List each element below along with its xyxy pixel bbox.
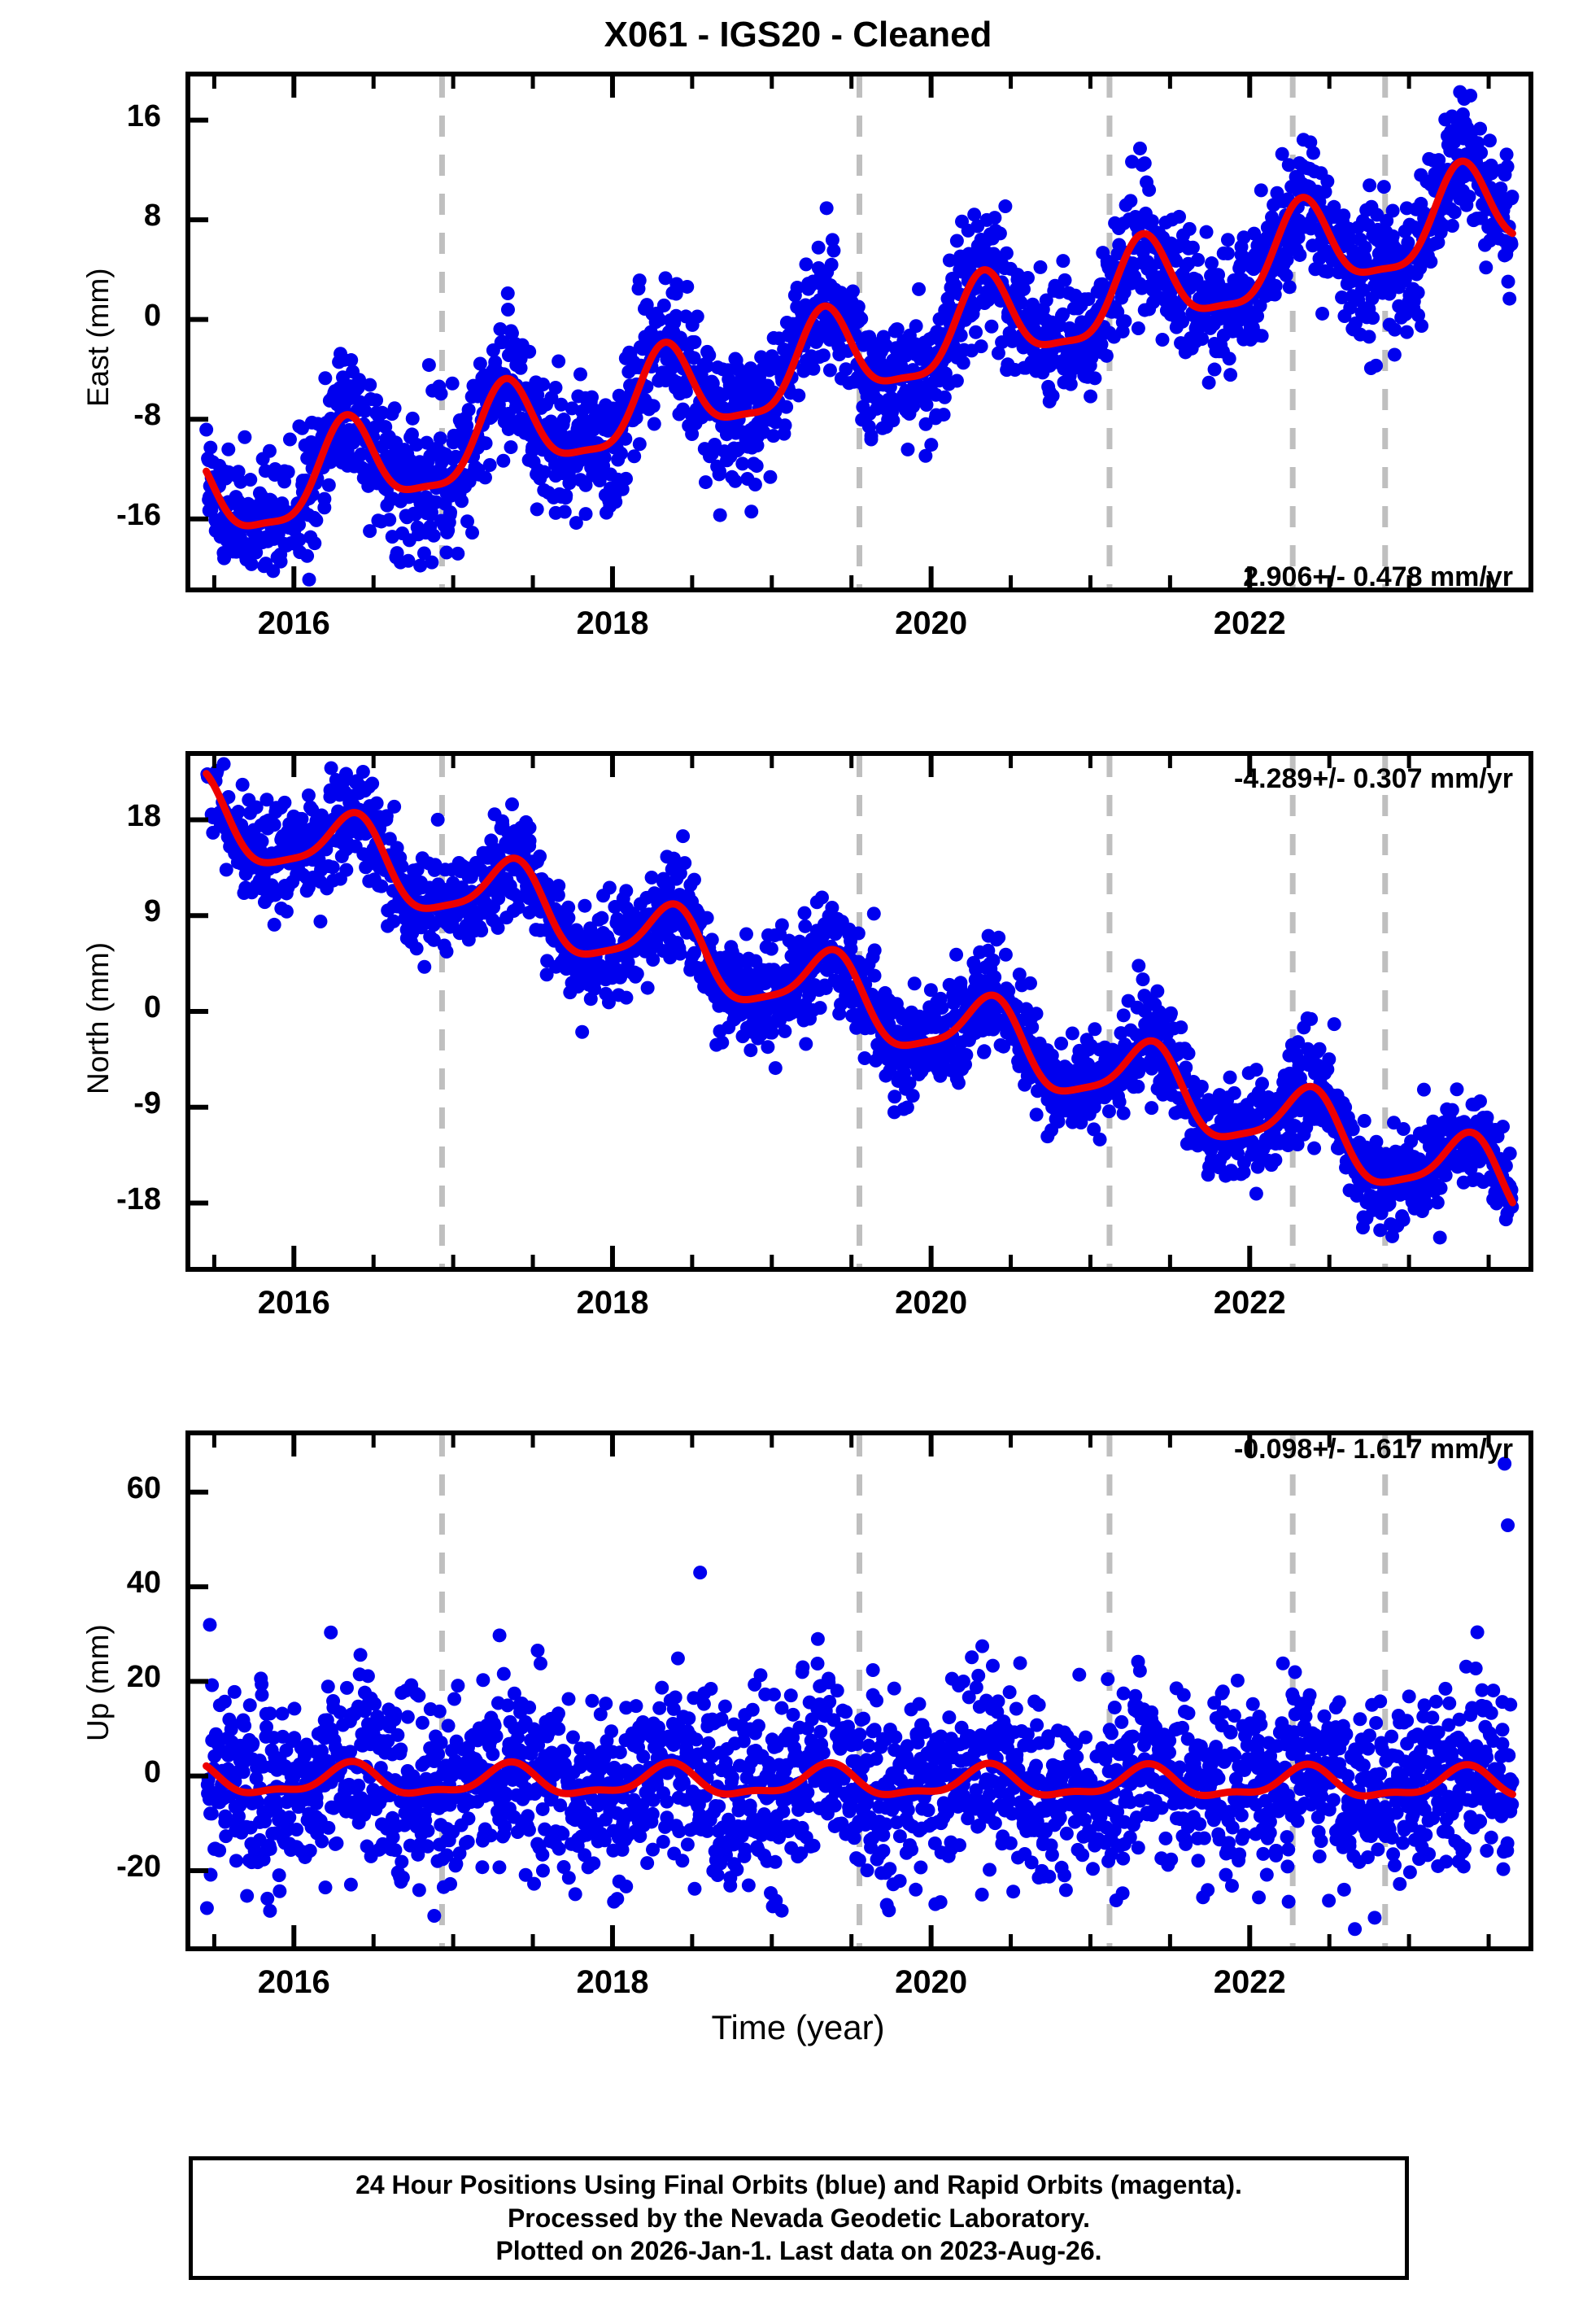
outlier-point [693, 1566, 708, 1580]
figure-caption-box: 24 Hour Positions Using Final Orbits (bl… [189, 2156, 1409, 2280]
panel-up-plot [190, 1435, 1520, 1946]
x-tick-label: 2022 [1213, 1964, 1286, 2000]
rate-annotation-north: -4.289+/- 0.307 mm/yr [1233, 763, 1513, 794]
rate-annotation-east: 2.906+/- 0.478 mm/yr [1243, 561, 1513, 592]
x-tick-label: 2016 [257, 1964, 330, 2000]
y-tick-label: -8 [133, 398, 161, 433]
y-tick-label: 0 [143, 990, 161, 1024]
x-tick-label: 2022 [1213, 605, 1286, 641]
panel-east-plot [190, 76, 1520, 587]
y-tick-label: 16 [126, 98, 161, 133]
scatter-points [199, 1618, 1520, 1937]
x-tick-label: 2018 [576, 1964, 649, 2000]
model-fit-curve [203, 1758, 1516, 1800]
y-tick-label: -9 [133, 1085, 161, 1120]
x-tick-label: 2020 [895, 1285, 968, 1321]
page-title: X061 - IGS20 - Cleaned [604, 15, 992, 55]
x-tick-label: 2016 [257, 605, 330, 641]
y-tick-label: 9 [143, 894, 161, 929]
outlier-point [263, 1903, 277, 1918]
y-tick-label: -18 [116, 1181, 161, 1216]
outlier-point [1501, 1518, 1515, 1532]
rate-annotation-up: -0.098+/- 1.617 mm/yr [1233, 1434, 1513, 1465]
caption-line-3: Plotted on 2026-Jan-1. Last data on 2023… [495, 2236, 1102, 2266]
x-tick-label: 2018 [576, 1285, 649, 1321]
scatter-points [199, 85, 1520, 587]
y-tick-label: -20 [116, 1849, 161, 1884]
y-tick-label: -16 [116, 497, 161, 532]
x-tick-label: 2022 [1213, 1285, 1286, 1321]
y-tick-label: 40 [126, 1566, 161, 1601]
x-tick-label: 2020 [895, 1964, 968, 2000]
caption-line-2: Processed by the Nevada Geodetic Laborat… [507, 2203, 1091, 2233]
x-tick-label: 2020 [895, 605, 968, 641]
panel-north [185, 751, 1533, 1272]
outlier-point [1498, 1457, 1512, 1471]
axis-label-time: Time (year) [711, 2008, 885, 2046]
axis-label-east: East (mm) [81, 268, 115, 407]
y-tick-label: 0 [143, 298, 161, 333]
y-tick-label: 20 [126, 1660, 161, 1695]
y-tick-label: 18 [126, 798, 161, 833]
panel-up [185, 1430, 1533, 1951]
scatter-points [200, 757, 1520, 1245]
panel-north-plot [190, 756, 1520, 1267]
x-tick-label: 2018 [576, 605, 649, 641]
model-fit-curve [203, 770, 1516, 1207]
y-tick-label: 0 [143, 1754, 161, 1789]
y-tick-label: 60 [126, 1470, 161, 1505]
model-fit-curve [203, 157, 1516, 530]
x-tick-label: 2016 [257, 1285, 330, 1321]
y-tick-label: 8 [143, 199, 161, 234]
panel-east [185, 72, 1533, 592]
caption-line-1: 24 Hour Positions Using Final Orbits (bl… [355, 2169, 1242, 2199]
